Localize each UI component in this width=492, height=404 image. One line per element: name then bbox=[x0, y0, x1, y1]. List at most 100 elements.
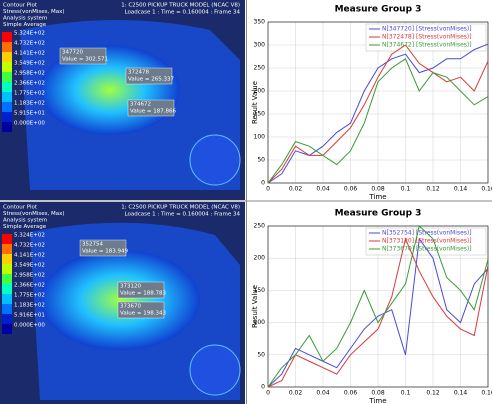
x-axis-label: Time bbox=[368, 397, 386, 404]
model-title: 1: C2500 PICKUP TRUCK MODEL (NCAC V8) bbox=[121, 3, 240, 9]
note-box bbox=[125, 67, 173, 85]
note-box bbox=[127, 99, 175, 117]
y-tick-label: 250 bbox=[254, 65, 266, 72]
legend-swatch bbox=[2, 274, 12, 284]
x-axis-label: Time bbox=[368, 193, 386, 201]
info-result: Stress(vonMises, Max) bbox=[3, 211, 65, 217]
legend-label: 2.958E+02 bbox=[14, 71, 45, 77]
x-tick-label: 0.1 bbox=[401, 390, 411, 397]
x-tick-label: 0.06 bbox=[344, 390, 358, 397]
legend-swatch bbox=[2, 294, 12, 304]
legend-label: 5.916E+01 bbox=[14, 313, 45, 319]
series-line bbox=[267, 43, 489, 184]
y-tick-label: 150 bbox=[254, 111, 266, 118]
y-tick-label: 100 bbox=[254, 134, 266, 141]
y-tick-label: 100 bbox=[254, 319, 266, 326]
info-averaging: Simple Average bbox=[3, 224, 47, 230]
x-tick-label: 0.02 bbox=[289, 390, 303, 397]
x-tick-label: 0.14 bbox=[454, 390, 468, 397]
legend-label: 1.183E+02 bbox=[14, 101, 45, 107]
x-tick-label: 0.12 bbox=[426, 186, 440, 193]
note-value: Value = 302.571 bbox=[62, 57, 108, 63]
wheel bbox=[189, 344, 241, 396]
legend-label: 0.000E+00 bbox=[14, 323, 45, 329]
legend-swatch bbox=[2, 234, 12, 244]
info-title: Contour Plot bbox=[3, 205, 38, 211]
legend-swatch bbox=[2, 102, 12, 112]
info-title: Contour Plot bbox=[3, 3, 38, 9]
note-node: 373120 bbox=[120, 284, 141, 290]
y-tick-label: 50 bbox=[257, 157, 265, 164]
legend-swatch bbox=[2, 112, 12, 122]
loadcase: Loadcase 1 : Time = 0.160004 : Frame 34 bbox=[125, 10, 241, 16]
note-node: 352754 bbox=[82, 242, 103, 248]
note-node: 347720 bbox=[62, 50, 83, 56]
legend-swatch bbox=[2, 72, 12, 82]
y-tick-label: 150 bbox=[254, 287, 266, 294]
x-tick-label: 0.04 bbox=[316, 390, 330, 397]
y-tick-label: 350 bbox=[254, 19, 266, 26]
y-axis-label: Result Value bbox=[251, 81, 259, 124]
legend-swatch bbox=[2, 122, 12, 132]
y-tick-label: 250 bbox=[254, 223, 266, 230]
legend-label: N[372478] [Stress(vonMises)] bbox=[382, 34, 472, 41]
legend-label: 2.366E+02 bbox=[14, 81, 45, 87]
y-tick-label: 200 bbox=[254, 88, 266, 95]
note-node: 373670 bbox=[120, 304, 141, 310]
series-line bbox=[267, 237, 489, 388]
legend-swatch bbox=[2, 42, 12, 52]
legend-label: 4.141E+02 bbox=[14, 51, 45, 57]
x-tick-label: 0.08 bbox=[371, 186, 385, 193]
info-system: Analysis system bbox=[3, 16, 47, 22]
series-line bbox=[267, 237, 489, 388]
note-box bbox=[117, 301, 165, 319]
legend-swatch bbox=[2, 304, 12, 314]
plot-frame bbox=[267, 21, 489, 184]
x-tick-label: 0 bbox=[266, 186, 270, 193]
note-box bbox=[117, 281, 165, 299]
legend-label: 5.915E+01 bbox=[14, 111, 45, 117]
legend-label: 4.732E+02 bbox=[14, 243, 45, 249]
legend-swatch bbox=[2, 284, 12, 294]
legend-swatch bbox=[2, 82, 12, 92]
note-value: Value = 265.337 bbox=[128, 77, 174, 83]
x-tick-label: 0.06 bbox=[344, 186, 358, 193]
stress-area bbox=[40, 250, 200, 350]
wheel bbox=[189, 134, 241, 186]
note-node: 372478 bbox=[128, 70, 149, 76]
legend-label: 5.324E+02 bbox=[14, 31, 45, 37]
y-tick-label: 200 bbox=[254, 255, 266, 262]
legend-box bbox=[365, 23, 487, 52]
x-tick-label: 0.08 bbox=[371, 390, 385, 397]
legend-swatch bbox=[2, 324, 12, 334]
y-axis-label: Result Value bbox=[251, 285, 259, 328]
plot-frame bbox=[267, 225, 489, 388]
legend-swatch bbox=[2, 264, 12, 274]
legend-label: 1.775E+02 bbox=[14, 293, 45, 299]
y-tick-label: 300 bbox=[254, 42, 266, 49]
legend-label: N[374672] [Stress(vonMises)] bbox=[382, 42, 472, 49]
info-averaging: Simple Average bbox=[3, 22, 47, 28]
note-box bbox=[59, 47, 107, 65]
legend-swatch bbox=[2, 62, 12, 72]
note-box bbox=[79, 239, 127, 257]
model-title: 1: C2500 PICKUP TRUCK MODEL (NCAC V8) bbox=[121, 205, 240, 211]
note-value: Value = 187.866 bbox=[130, 109, 176, 115]
x-tick-label: 0.1 bbox=[401, 186, 411, 193]
legend-swatch bbox=[2, 52, 12, 62]
loadcase: Loadcase 1 : Time = 0.160004 : Frame 34 bbox=[125, 212, 241, 218]
x-tick-label: 0.14 bbox=[454, 186, 468, 193]
x-tick-label: 0.16 bbox=[481, 390, 492, 397]
legend-label: 2.366E+02 bbox=[14, 283, 45, 289]
legend-swatch bbox=[2, 244, 12, 254]
info-result: Stress(vonMises, Max) bbox=[3, 9, 65, 15]
y-tick-label: 50 bbox=[257, 351, 265, 358]
legend-label: 5.324E+02 bbox=[14, 233, 45, 239]
legend-swatch bbox=[2, 254, 12, 264]
chart-title: Measure Group 3 bbox=[335, 5, 422, 15]
legend-label: 1.183E+02 bbox=[14, 303, 45, 309]
legend-swatch bbox=[2, 314, 12, 324]
